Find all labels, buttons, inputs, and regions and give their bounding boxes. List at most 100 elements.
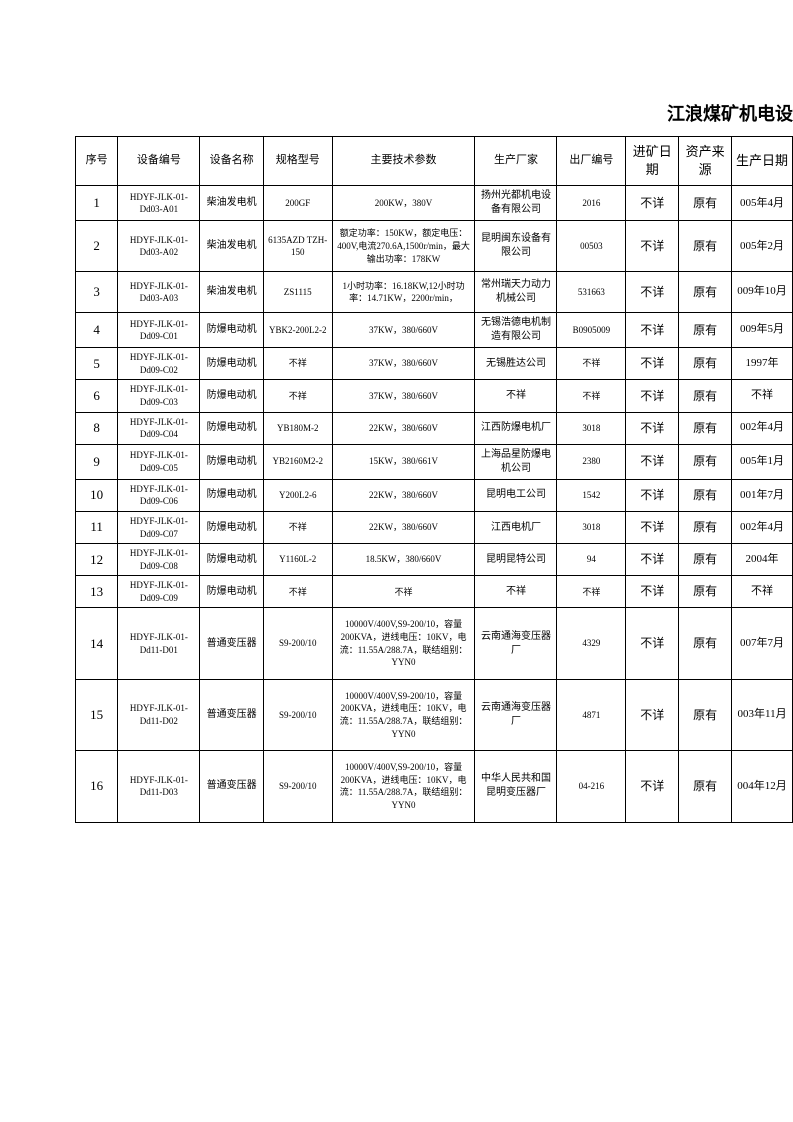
cell-code: HDYF-JLK-01-Dd03-A02 — [118, 221, 200, 272]
cell-fac: B0905009 — [557, 313, 626, 348]
cell-mfr: 扬州光都机电设备有限公司 — [475, 186, 557, 221]
cell-code: HDYF-JLK-01-Dd09-C05 — [118, 444, 200, 479]
cell-mfr: 不祥 — [475, 380, 557, 412]
col-name-header: 设备名称 — [200, 137, 263, 186]
table-row: 12HDYF-JLK-01-Dd09-C08防爆电动机Y1160L-218.5K… — [76, 544, 793, 576]
cell-prod: 005年2月 — [732, 221, 793, 272]
cell-seq: 1 — [76, 186, 118, 221]
table-row: 4HDYF-JLK-01-Dd09-C01防爆电动机YBK2-200L2-237… — [76, 313, 793, 348]
col-mine-header: 进矿日期 — [626, 137, 679, 186]
cell-mine: 不详 — [626, 751, 679, 822]
cell-seq: 3 — [76, 272, 118, 313]
cell-fac: 不祥 — [557, 380, 626, 412]
cell-seq: 13 — [76, 576, 118, 608]
cell-model: Y200L2-6 — [263, 479, 332, 511]
cell-fac: 3018 — [557, 412, 626, 444]
cell-prod: 003年11月 — [732, 679, 793, 750]
cell-name: 柴油发电机 — [200, 186, 263, 221]
table-row: 9HDYF-JLK-01-Dd09-C05防爆电动机YB2160M2-215KW… — [76, 444, 793, 479]
cell-mine: 不详 — [626, 608, 679, 679]
cell-param: 200KW，380V — [332, 186, 475, 221]
cell-seq: 11 — [76, 511, 118, 543]
cell-code: HDYF-JLK-01-Dd03-A03 — [118, 272, 200, 313]
cell-model: ZS1115 — [263, 272, 332, 313]
cell-param: 10000V/400V,S9-200/10，容量200KVA，进线电压：10KV… — [332, 679, 475, 750]
table-row: 11HDYF-JLK-01-Dd09-C07防爆电动机不祥22KW，380/66… — [76, 511, 793, 543]
cell-mine: 不详 — [626, 544, 679, 576]
cell-code: HDYF-JLK-01-Dd09-C04 — [118, 412, 200, 444]
cell-mfr: 中华人民共和国昆明变压器厂 — [475, 751, 557, 822]
cell-param: 37KW，380/660V — [332, 380, 475, 412]
cell-fac: 4871 — [557, 679, 626, 750]
cell-fac: 2380 — [557, 444, 626, 479]
col-seq-header: 序号 — [76, 137, 118, 186]
header-row: 序号 设备编号 设备名称 规格型号 主要技术参数 生产厂家 出厂编号 进矿日期 … — [76, 137, 793, 186]
cell-asset: 原有 — [679, 412, 732, 444]
cell-asset: 原有 — [679, 479, 732, 511]
page-container: 江浪煤矿机电设 序号 设备编号 设备名称 规格型号 主要技术参数 生产厂家 出厂… — [0, 0, 793, 823]
cell-prod: 1997年 — [732, 348, 793, 380]
cell-mine: 不详 — [626, 444, 679, 479]
cell-mfr: 无锡浩德电机制造有限公司 — [475, 313, 557, 348]
cell-fac: 3018 — [557, 511, 626, 543]
cell-prod: 001年7月 — [732, 479, 793, 511]
table-row: 3HDYF-JLK-01-Dd03-A03柴油发电机ZS11151小时功率：16… — [76, 272, 793, 313]
cell-seq: 6 — [76, 380, 118, 412]
cell-asset: 原有 — [679, 313, 732, 348]
cell-param: 1小时功率：16.18KW,12小时功率：14.71KW，2200r/min， — [332, 272, 475, 313]
cell-asset: 原有 — [679, 608, 732, 679]
cell-fac: 1542 — [557, 479, 626, 511]
cell-seq: 14 — [76, 608, 118, 679]
cell-prod: 不祥 — [732, 380, 793, 412]
cell-param: 18.5KW，380/660V — [332, 544, 475, 576]
col-asset-header: 资产来源 — [679, 137, 732, 186]
cell-mfr: 无锡胜达公司 — [475, 348, 557, 380]
cell-asset: 原有 — [679, 544, 732, 576]
cell-asset: 原有 — [679, 221, 732, 272]
col-code-header: 设备编号 — [118, 137, 200, 186]
cell-mine: 不详 — [626, 412, 679, 444]
col-prod-header: 生产日期 — [732, 137, 793, 186]
cell-mine: 不详 — [626, 348, 679, 380]
col-mfr-header: 生产厂家 — [475, 137, 557, 186]
cell-seq: 4 — [76, 313, 118, 348]
cell-model: YB180M-2 — [263, 412, 332, 444]
cell-seq: 5 — [76, 348, 118, 380]
cell-seq: 9 — [76, 444, 118, 479]
cell-asset: 原有 — [679, 348, 732, 380]
table-row: 10HDYF-JLK-01-Dd09-C06防爆电动机Y200L2-622KW，… — [76, 479, 793, 511]
cell-model: 不祥 — [263, 348, 332, 380]
cell-param: 不祥 — [332, 576, 475, 608]
cell-param: 22KW，380/660V — [332, 479, 475, 511]
cell-mine: 不详 — [626, 221, 679, 272]
cell-name: 防爆电动机 — [200, 544, 263, 576]
cell-param: 额定功率：150KW，额定电压：400V,电流270.6A,1500r/min，… — [332, 221, 475, 272]
cell-model: 不祥 — [263, 576, 332, 608]
cell-prod: 002年4月 — [732, 511, 793, 543]
cell-mine: 不详 — [626, 380, 679, 412]
cell-code: HDYF-JLK-01-Dd09-C03 — [118, 380, 200, 412]
cell-asset: 原有 — [679, 380, 732, 412]
cell-prod: 005年1月 — [732, 444, 793, 479]
cell-mfr: 不祥 — [475, 576, 557, 608]
col-model-header: 规格型号 — [263, 137, 332, 186]
cell-model: YBK2-200L2-2 — [263, 313, 332, 348]
table-row: 13HDYF-JLK-01-Dd09-C09防爆电动机不祥不祥不祥不祥不详原有不… — [76, 576, 793, 608]
table-row: 15HDYF-JLK-01-Dd11-D02普通变压器S9-200/101000… — [76, 679, 793, 750]
table-row: 14HDYF-JLK-01-Dd11-D01普通变压器S9-200/101000… — [76, 608, 793, 679]
cell-code: HDYF-JLK-01-Dd11-D01 — [118, 608, 200, 679]
col-fac-header: 出厂编号 — [557, 137, 626, 186]
cell-code: HDYF-JLK-01-Dd09-C07 — [118, 511, 200, 543]
cell-code: HDYF-JLK-01-Dd09-C08 — [118, 544, 200, 576]
cell-prod: 2004年 — [732, 544, 793, 576]
cell-seq: 2 — [76, 221, 118, 272]
cell-model: 不祥 — [263, 380, 332, 412]
cell-prod: 007年7月 — [732, 608, 793, 679]
cell-param: 10000V/400V,S9-200/10，容量200KVA，进线电压：10KV… — [332, 751, 475, 822]
cell-fac: 2016 — [557, 186, 626, 221]
cell-param: 37KW，380/660V — [332, 313, 475, 348]
cell-seq: 15 — [76, 679, 118, 750]
cell-mfr: 江西电机厂 — [475, 511, 557, 543]
cell-prod: 009年10月 — [732, 272, 793, 313]
cell-asset: 原有 — [679, 679, 732, 750]
